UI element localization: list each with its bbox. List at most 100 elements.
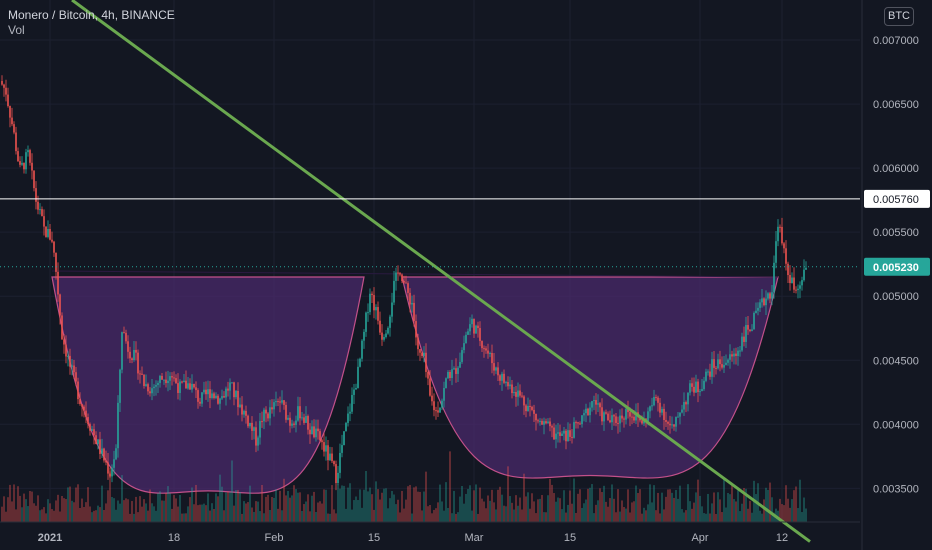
candle-body: [57, 271, 59, 295]
volume-bar: [419, 491, 421, 522]
volume-bar: [695, 492, 697, 522]
time-tick-label: 15: [368, 532, 380, 544]
candle-body: [125, 332, 127, 342]
candle-body: [537, 420, 539, 422]
candle-body: [11, 117, 13, 125]
volume-bar: [191, 487, 193, 522]
volume-bar: [323, 489, 325, 522]
volume-bar: [609, 498, 611, 522]
volume-legend-label[interactable]: Vol: [8, 23, 25, 37]
candle-body: [437, 410, 439, 413]
volume-bar: [469, 485, 471, 522]
candle-body: [355, 387, 357, 390]
volume-bar: [409, 484, 411, 522]
candle-body: [605, 412, 607, 414]
candle-body: [447, 371, 449, 379]
volume-bar: [355, 496, 357, 522]
candle-body: [491, 352, 493, 364]
volume-layer: [1, 451, 807, 522]
volume-bar: [195, 484, 197, 522]
volume-bar: [29, 491, 31, 522]
volume-bar: [143, 499, 145, 522]
candle-body: [557, 432, 559, 434]
candle-body: [719, 359, 721, 365]
candle-body: [397, 272, 399, 274]
volume-bar: [447, 507, 449, 522]
volume-bar: [723, 477, 725, 522]
candle-body: [21, 162, 23, 165]
volume-bar: [89, 506, 91, 522]
candle-body: [103, 448, 105, 461]
volume-bar: [33, 503, 35, 522]
candle-body: [337, 472, 339, 484]
volume-bar: [763, 499, 765, 522]
candle-body: [541, 420, 543, 425]
volume-bar: [259, 511, 261, 522]
candle-body: [123, 332, 125, 334]
candle-body: [75, 372, 77, 382]
candle-body: [171, 376, 173, 378]
candle-body: [151, 388, 153, 394]
candle-body: [329, 453, 331, 461]
candle-body: [759, 302, 761, 308]
candle-body: [331, 453, 333, 462]
volume-bar: [57, 494, 59, 522]
volume-bar: [123, 500, 125, 522]
candle-body: [543, 421, 545, 425]
candle-body: [641, 420, 643, 424]
volume-bar: [491, 489, 493, 522]
volume-bar: [109, 471, 111, 522]
volume-bar: [225, 492, 227, 522]
volume-bar: [509, 496, 511, 522]
volume-bar: [417, 491, 419, 522]
candle-body: [587, 408, 589, 416]
volume-bar: [41, 509, 43, 522]
candle-body: [663, 408, 665, 421]
volume-bar: [235, 490, 237, 522]
time-axis[interactable]: 2021 18 Feb 15 Mar 15 Apr 12: [0, 521, 860, 544]
volume-bar: [693, 502, 695, 522]
volume-bar: [429, 504, 431, 522]
volume-bar: [113, 498, 115, 522]
candle-body: [393, 280, 395, 303]
candle-body: [709, 371, 711, 377]
volume-bar: [249, 485, 251, 522]
candle-body: [209, 389, 211, 399]
candle-body: [389, 316, 391, 328]
volume-bar: [317, 502, 319, 522]
candle-body: [301, 417, 303, 419]
candle-body: [179, 381, 181, 393]
volume-bar: [345, 508, 347, 522]
volume-bar: [169, 493, 171, 522]
candle-body: [667, 421, 669, 424]
candle-body: [779, 226, 781, 228]
volume-bar: [583, 503, 585, 522]
candle-body: [229, 382, 231, 391]
candle-body: [283, 400, 285, 405]
volume-bar: [277, 508, 279, 522]
volume-bar: [43, 507, 45, 522]
volume-bar: [121, 475, 123, 522]
symbol-title[interactable]: Monero / Bitcoin, 4h, BINANCE: [8, 8, 175, 22]
volume-bar: [163, 500, 165, 522]
candle-body: [509, 384, 511, 387]
volume-bar: [573, 478, 575, 522]
candle-body: [213, 393, 215, 399]
currency-badge[interactable]: BTC: [884, 7, 914, 26]
price-axis[interactable]: 0.003500 0.004000 0.004500 0.005000 0.005500…: [861, 0, 919, 550]
volume-bar: [55, 500, 57, 522]
volume-bar: [443, 510, 445, 522]
candle-body: [349, 411, 351, 414]
price-tick-label: 0.007000: [873, 35, 919, 47]
candle-body: [13, 124, 15, 133]
volume-bar: [313, 491, 315, 522]
candle-body: [615, 416, 617, 423]
volume-bar: [463, 503, 465, 522]
candle-body: [175, 378, 177, 384]
volume-bar: [65, 499, 67, 522]
volume-bar: [551, 484, 553, 522]
candle-body: [71, 365, 73, 367]
volume-bar: [505, 506, 507, 522]
volume-bar: [627, 489, 629, 522]
